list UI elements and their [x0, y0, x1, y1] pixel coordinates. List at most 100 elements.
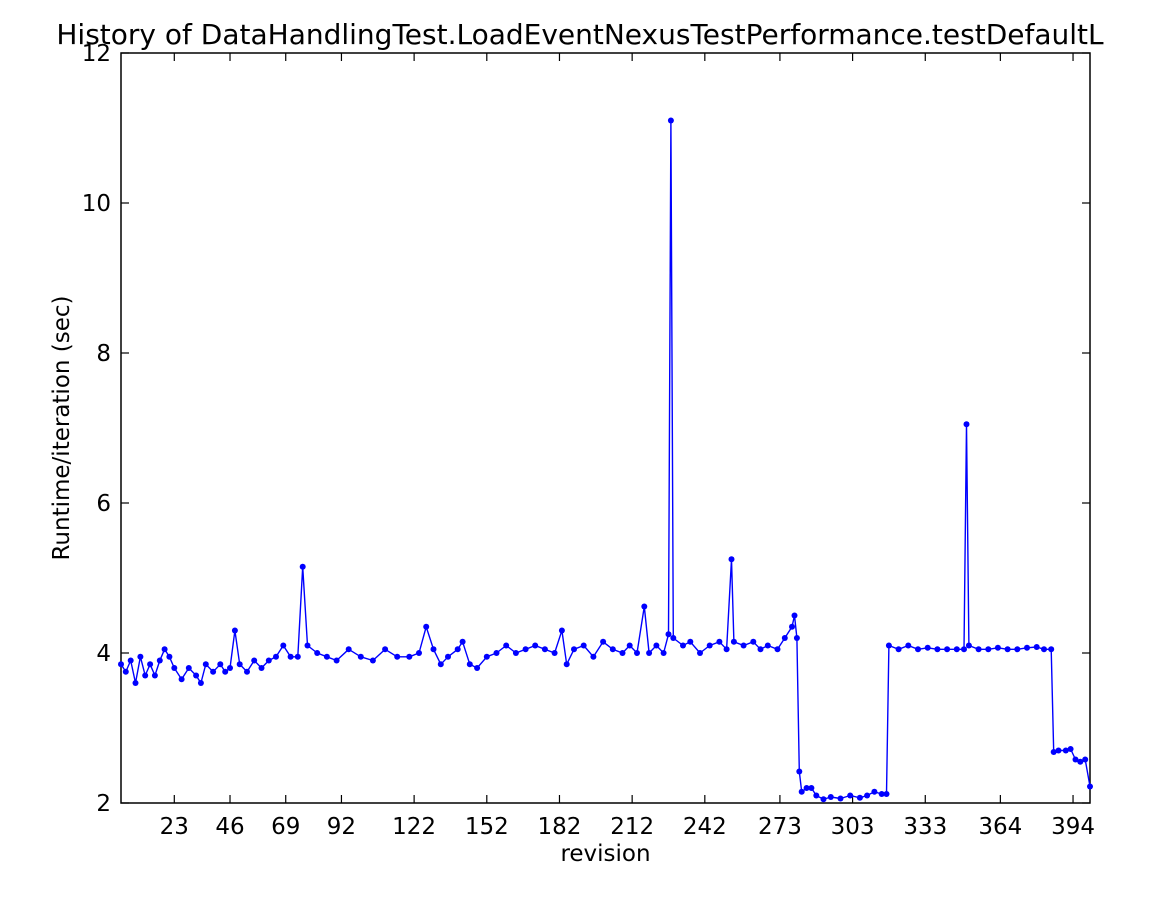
data-point — [280, 642, 287, 649]
y-tick-label: 8 — [96, 341, 111, 367]
data-point — [680, 642, 686, 649]
data-point — [793, 635, 800, 641]
data-point — [808, 785, 815, 791]
data-point — [803, 785, 810, 791]
x-tick-label: 23 — [160, 814, 189, 840]
x-tick-label: 122 — [392, 814, 436, 840]
data-point — [750, 638, 757, 645]
data-point — [222, 668, 229, 675]
data-point — [665, 631, 672, 638]
data-point — [122, 668, 129, 675]
y-tick-label: 10 — [82, 191, 111, 217]
data-point — [1033, 644, 1040, 650]
data-point — [551, 650, 558, 656]
data-point — [781, 635, 788, 641]
data-point — [1004, 646, 1011, 653]
x-tick-label: 333 — [903, 814, 947, 840]
data-point — [961, 646, 967, 653]
y-axis-title: Runtime/iteration (sec) — [49, 295, 75, 560]
data-point — [541, 646, 548, 653]
data-point — [1041, 646, 1047, 653]
x-tick-label: 364 — [978, 814, 1022, 840]
data-point — [883, 791, 890, 797]
data-point — [1050, 749, 1057, 755]
data-point — [740, 642, 747, 649]
data-point — [1014, 646, 1021, 653]
data-point — [563, 661, 570, 668]
data-point — [944, 646, 951, 653]
data-point — [697, 650, 703, 656]
data-point — [1024, 644, 1030, 651]
data-point — [1087, 783, 1093, 790]
data-point — [265, 657, 272, 664]
data-point — [454, 646, 461, 653]
data-point — [483, 653, 490, 660]
data-point — [670, 635, 677, 641]
data-point — [251, 657, 258, 664]
data-point — [646, 650, 653, 656]
data-point — [512, 650, 519, 656]
data-point — [619, 650, 626, 656]
data-point — [382, 646, 389, 653]
data-point — [437, 661, 444, 668]
data-point — [132, 680, 139, 686]
data-point — [590, 653, 597, 660]
data-point — [837, 795, 844, 802]
data-point — [953, 646, 960, 653]
data-point — [660, 650, 667, 656]
data-point — [885, 642, 892, 649]
data-point — [985, 646, 992, 653]
data-point — [856, 794, 863, 801]
plot-frame — [120, 52, 1091, 804]
data-point — [653, 642, 660, 649]
data-point — [641, 603, 648, 610]
data-point — [118, 661, 124, 668]
x-tick-label: 394 — [1051, 814, 1095, 840]
data-point — [323, 653, 330, 660]
data-point — [423, 623, 430, 630]
data-point — [304, 642, 311, 649]
data-point — [236, 661, 243, 668]
data-point — [571, 646, 577, 653]
data-point — [757, 646, 764, 653]
data-point — [558, 627, 565, 634]
data-point — [227, 665, 233, 671]
data-point — [667, 117, 674, 124]
data-point — [965, 642, 972, 649]
x-tick-label: 212 — [610, 814, 654, 840]
data-point — [730, 638, 737, 645]
x-tick-label: 46 — [215, 814, 244, 840]
data-point — [600, 638, 607, 645]
data-point — [273, 653, 279, 660]
data-point — [905, 642, 912, 649]
data-point — [687, 638, 694, 645]
data-point — [895, 646, 902, 653]
data-point — [142, 672, 149, 679]
data-point — [166, 653, 173, 660]
data-point — [258, 665, 265, 671]
data-point — [202, 661, 209, 668]
data-point — [137, 653, 144, 660]
data-point — [193, 672, 200, 679]
data-point — [287, 653, 294, 660]
data-point — [626, 642, 633, 649]
data-point — [459, 638, 466, 645]
data-point — [1055, 747, 1062, 754]
data-point — [416, 650, 422, 656]
data-point — [161, 646, 168, 653]
data-point — [1072, 756, 1079, 763]
data-point — [357, 653, 364, 660]
data-point — [994, 644, 1001, 651]
data-point — [151, 672, 158, 679]
data-point — [127, 657, 134, 664]
data-point — [706, 642, 713, 649]
data-point — [217, 661, 224, 668]
data-point — [1048, 646, 1055, 653]
y-tick-label: 12 — [82, 41, 111, 67]
data-point — [299, 563, 306, 570]
x-tick-label: 69 — [271, 814, 300, 840]
x-tick-label: 242 — [683, 814, 727, 840]
data-point — [1067, 746, 1074, 752]
data-point — [210, 668, 217, 675]
